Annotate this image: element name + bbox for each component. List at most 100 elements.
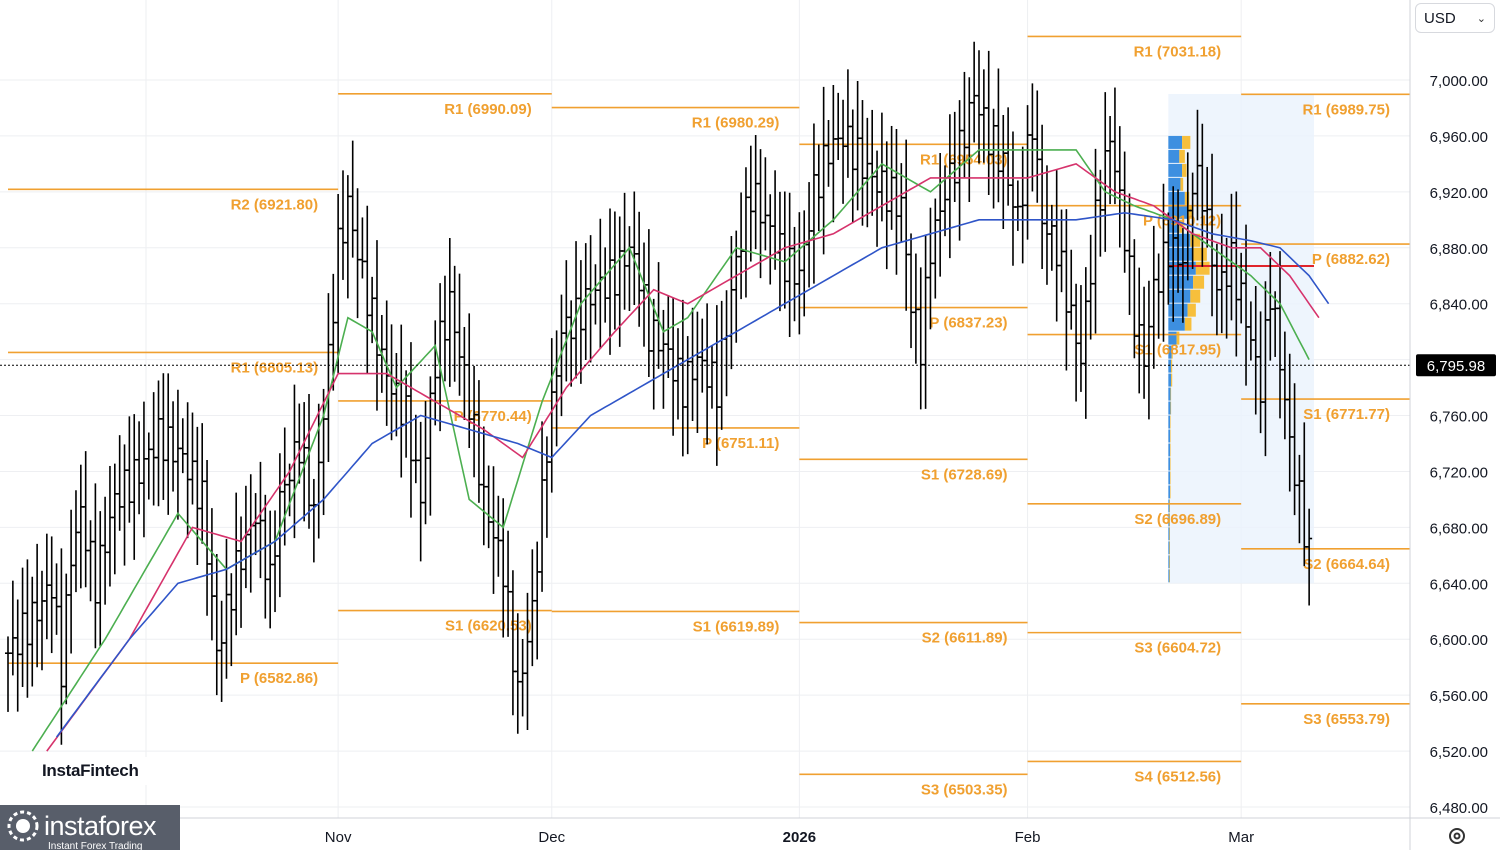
pivot-level-label: P (6751.11) bbox=[702, 435, 779, 452]
price-bar bbox=[330, 273, 337, 391]
y-tick-label: 6,720.00 bbox=[1430, 464, 1488, 481]
settings-icon[interactable] bbox=[1446, 825, 1468, 847]
price-bar bbox=[738, 192, 745, 300]
price-bar bbox=[786, 192, 793, 338]
price-axis-panel bbox=[1410, 0, 1500, 850]
volume-bar-buy bbox=[1168, 555, 1170, 569]
y-tick-label: 6,880.00 bbox=[1430, 241, 1488, 258]
price-bar bbox=[684, 336, 691, 455]
price-bar bbox=[641, 242, 648, 347]
price-bar bbox=[1034, 90, 1041, 203]
price-bar bbox=[24, 559, 31, 698]
price-bar bbox=[456, 273, 463, 396]
pivot-level-label: S2 (6611.89) bbox=[922, 630, 1008, 647]
volume-bar-sell bbox=[1179, 219, 1183, 233]
price-bar bbox=[1068, 249, 1075, 330]
volume-bar-buy bbox=[1168, 163, 1183, 177]
price-bar bbox=[53, 563, 60, 635]
price-bar bbox=[942, 165, 949, 237]
pivot-level-label: R1 (6980.29) bbox=[692, 115, 780, 132]
volume-bar-buy bbox=[1168, 247, 1194, 261]
price-bar bbox=[849, 109, 856, 224]
pivot-level-label: S4 (6512.56) bbox=[1134, 768, 1221, 785]
price-bar bbox=[131, 414, 138, 560]
price-bar bbox=[247, 474, 254, 593]
price-bar bbox=[43, 533, 50, 640]
price-bar bbox=[806, 182, 813, 288]
price-bar bbox=[937, 153, 944, 277]
price-bar bbox=[1107, 116, 1114, 205]
pivot-level-label: P (6770.44) bbox=[454, 408, 532, 425]
price-bar bbox=[995, 68, 1002, 203]
volume-bar-sell bbox=[1180, 177, 1184, 191]
price-bar bbox=[339, 170, 346, 280]
volume-bar-sell bbox=[1169, 415, 1171, 429]
price-bar bbox=[699, 318, 706, 393]
volume-bar-sell bbox=[1169, 457, 1171, 471]
price-bar bbox=[607, 208, 614, 355]
volume-bar-sell bbox=[1182, 163, 1187, 177]
volume-bar-sell bbox=[1169, 569, 1170, 583]
y-tick-label: 6,480.00 bbox=[1430, 800, 1488, 817]
price-bar bbox=[19, 567, 26, 687]
price-bar bbox=[1048, 204, 1055, 271]
ma-red-line bbox=[46, 163, 1320, 752]
price-bar bbox=[461, 326, 468, 421]
pivot-level-label: R2 (6921.80) bbox=[231, 196, 319, 213]
price-bar bbox=[922, 235, 929, 409]
price-bar bbox=[1131, 239, 1138, 359]
price-bar bbox=[111, 463, 118, 575]
price-bar bbox=[87, 520, 94, 602]
price-bar bbox=[587, 235, 594, 363]
price-bar bbox=[165, 373, 172, 515]
price-bar bbox=[1116, 126, 1123, 248]
x-tick-label: Feb bbox=[1015, 829, 1041, 846]
volume-bar-sell bbox=[1169, 471, 1171, 485]
price-bar bbox=[917, 267, 924, 410]
y-tick-label: 6,520.00 bbox=[1430, 744, 1488, 761]
volume-bar-buy bbox=[1168, 541, 1170, 555]
price-bar bbox=[781, 191, 788, 309]
price-bar bbox=[1306, 508, 1313, 606]
volume-bar-buy bbox=[1168, 303, 1188, 317]
price-bar bbox=[126, 416, 133, 523]
price-bar bbox=[97, 511, 104, 647]
price-bar bbox=[92, 483, 99, 649]
y-tick-label: 6,760.00 bbox=[1430, 409, 1488, 426]
pivot-level-label: S1 (6817.95) bbox=[1134, 342, 1221, 359]
price-bar bbox=[106, 465, 113, 587]
price-bar bbox=[815, 144, 822, 232]
price-bar bbox=[694, 311, 701, 433]
currency-select[interactable]: USD ⌄ bbox=[1415, 3, 1495, 33]
price-bar bbox=[543, 436, 550, 538]
pivot-level-label: R1 (6990.09) bbox=[444, 101, 532, 118]
pivot-level-label: R1 (6989.75) bbox=[1302, 101, 1390, 118]
price-bar bbox=[1136, 267, 1143, 394]
price-bar bbox=[412, 414, 419, 484]
price-bar bbox=[432, 320, 439, 426]
pivot-level-label: S2 (6664.64) bbox=[1303, 556, 1390, 573]
price-bar bbox=[68, 509, 75, 654]
price-bar bbox=[466, 313, 473, 448]
volume-bar-buy bbox=[1168, 177, 1181, 191]
volume-bar-buy bbox=[1168, 415, 1170, 429]
price-bar bbox=[490, 466, 497, 594]
price-bar bbox=[801, 210, 808, 317]
price-bar bbox=[553, 330, 560, 447]
price-bar bbox=[446, 237, 453, 387]
volume-bar-buy bbox=[1168, 443, 1170, 457]
price-bar bbox=[835, 92, 842, 161]
price-bar bbox=[1126, 193, 1133, 315]
volume-bar-sell bbox=[1169, 541, 1170, 555]
volume-bar-sell bbox=[1170, 401, 1172, 415]
last-price-badge bbox=[1416, 354, 1496, 377]
price-bar bbox=[145, 432, 152, 500]
price-bar bbox=[869, 109, 876, 216]
volume-bar-buy bbox=[1168, 499, 1170, 513]
price-bar bbox=[485, 465, 492, 549]
price-bar bbox=[1009, 131, 1016, 266]
volume-bar-sell bbox=[1179, 149, 1185, 163]
price-bar bbox=[179, 418, 186, 474]
y-tick-label: 6,920.00 bbox=[1430, 185, 1488, 202]
